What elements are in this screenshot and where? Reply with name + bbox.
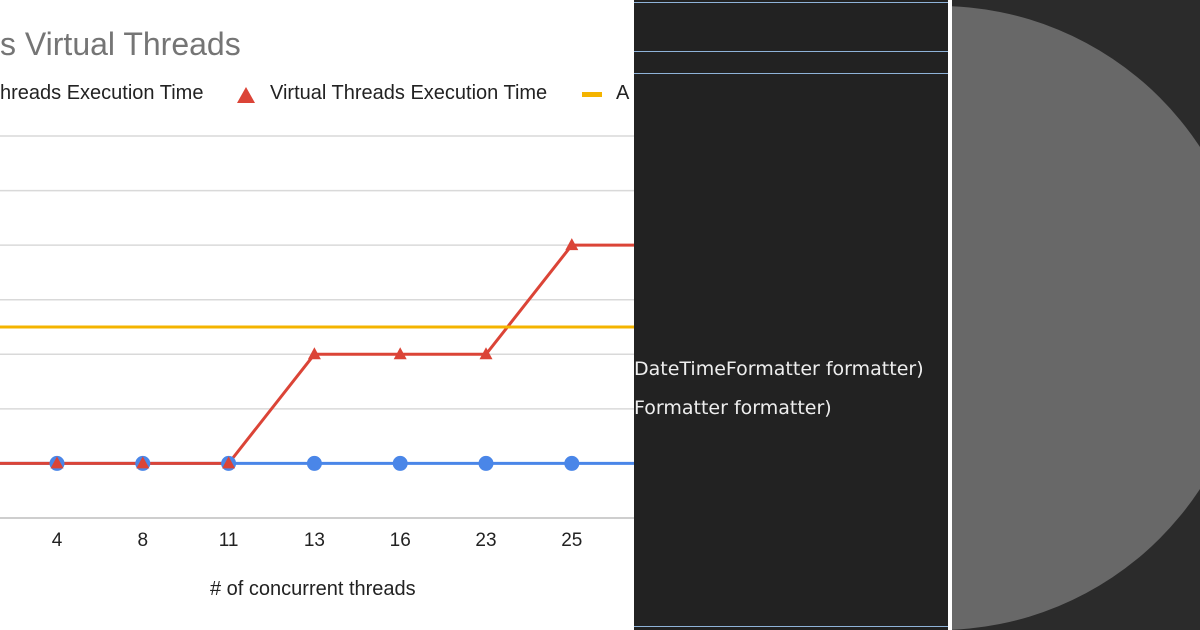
x-tick-label: 25 bbox=[561, 530, 582, 551]
legend-triangle-icon bbox=[237, 87, 255, 103]
code-panel-rule bbox=[634, 2, 948, 3]
code-line: DateTimeFormatter formatter) bbox=[634, 358, 924, 380]
data-point bbox=[306, 455, 322, 471]
code-line: Formatter formatter) bbox=[634, 397, 832, 419]
data-point bbox=[136, 456, 150, 469]
data-point bbox=[478, 455, 494, 471]
panel-divider bbox=[948, 0, 952, 630]
x-tick-label: 13 bbox=[304, 530, 325, 551]
x-tick-label: 4 bbox=[52, 530, 63, 551]
x-tick-label: 11 bbox=[219, 530, 239, 551]
code-panel-rule bbox=[634, 73, 948, 74]
x-tick-label: 16 bbox=[390, 530, 411, 551]
data-point bbox=[393, 347, 407, 360]
legend-label-platform-threads: hreads Execution Time bbox=[0, 82, 204, 104]
data-point bbox=[392, 455, 408, 471]
legend-item-platform-threads: hreads Execution Time bbox=[0, 82, 203, 105]
x-axis-title: # of concurrent threads bbox=[210, 578, 416, 600]
code-panel: DateTimeFormatter formatter) Formatter f… bbox=[634, 0, 949, 630]
data-point bbox=[222, 456, 236, 469]
x-tick-label: 8 bbox=[138, 530, 149, 551]
chart-title: s Virtual Threads bbox=[0, 26, 241, 62]
data-point bbox=[50, 456, 64, 469]
data-point bbox=[565, 238, 579, 251]
slide-panel bbox=[952, 0, 1200, 630]
data-point bbox=[564, 455, 580, 471]
data-point bbox=[479, 347, 493, 360]
chart-panel: s Virtual Threads hreads Execution Time … bbox=[0, 26, 634, 600]
code-panel-rule bbox=[634, 626, 948, 627]
line-chart: 4 8 11 13 16 23 25 bbox=[0, 135, 634, 551]
half-disc-graphic bbox=[952, 6, 1200, 630]
legend-label-average: A bbox=[616, 82, 630, 104]
legend-label-virtual-threads: Virtual Threads Execution Time bbox=[270, 82, 548, 104]
x-tick-label: 23 bbox=[475, 530, 496, 551]
data-point bbox=[307, 347, 321, 360]
code-panel-rule bbox=[634, 51, 948, 52]
legend-line-icon bbox=[582, 92, 602, 97]
